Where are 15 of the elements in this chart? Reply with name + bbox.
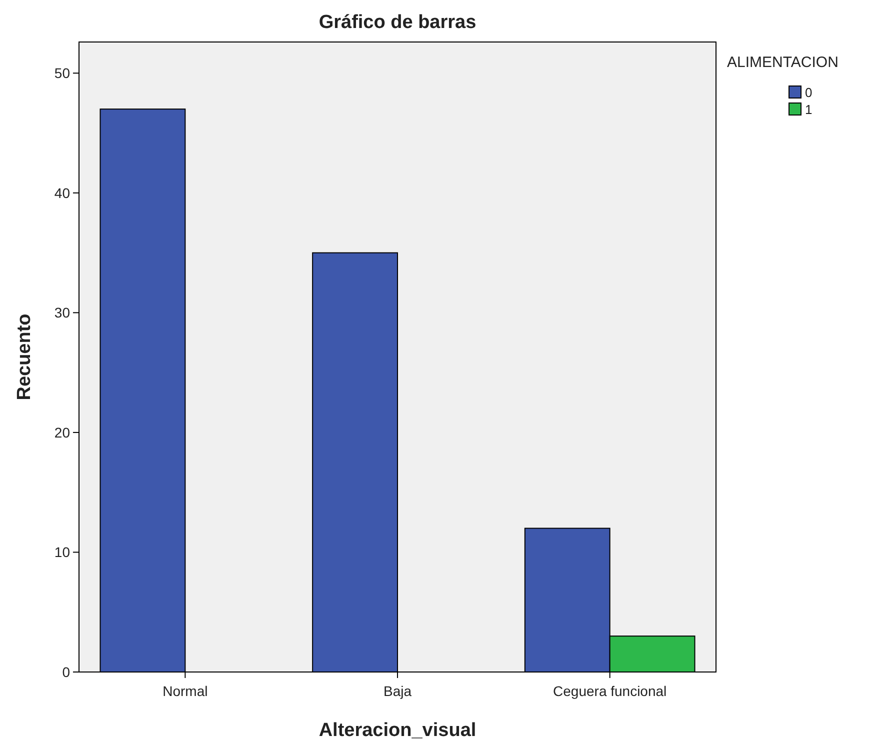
legend-title: ALIMENTACION: [727, 54, 838, 71]
y-tick-label: 30: [54, 304, 70, 321]
legend-label: 0: [805, 85, 812, 100]
y-tick-label: 50: [54, 65, 70, 82]
y-tick-label: 40: [54, 184, 70, 201]
y-tick-label: 20: [54, 424, 70, 440]
chart-title: Gráfico de barras: [318, 12, 476, 33]
x-tick-label: Normal: [162, 683, 208, 699]
y-axis-title: Recuento: [14, 314, 35, 400]
y-tick-label: 10: [54, 544, 70, 560]
y-tick-label: 0: [62, 664, 70, 680]
x-tick-label: Ceguera funcional: [553, 683, 667, 699]
x-tick-label: Baja: [383, 683, 412, 699]
x-axis-title: Alteracion_visual: [318, 720, 476, 741]
legend-label: 1: [805, 102, 812, 117]
